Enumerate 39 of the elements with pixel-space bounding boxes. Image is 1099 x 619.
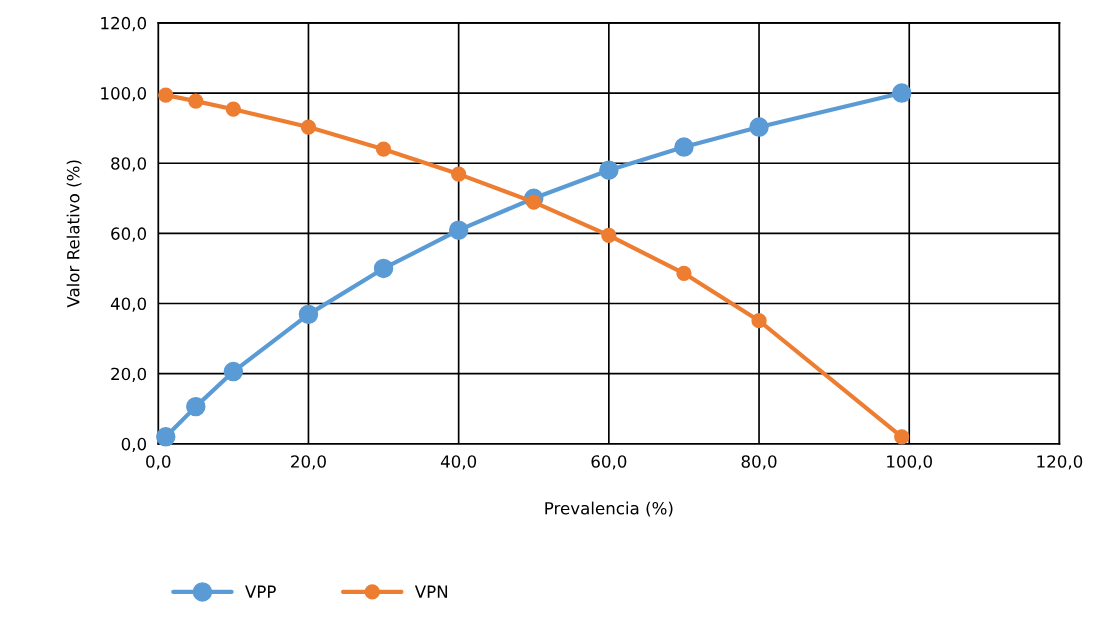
point <box>186 396 206 417</box>
point <box>526 194 542 210</box>
x-tick-label: 0,0 <box>146 455 171 470</box>
legend-label: VPN <box>414 585 448 598</box>
point <box>158 87 174 103</box>
x-tick-label: 20,0 <box>291 455 326 470</box>
x-tick-label: 100,0 <box>887 455 932 470</box>
y-axis-title: Valor Relativo (%) <box>66 160 82 308</box>
point <box>676 265 692 281</box>
y-tick-label: 100,0 <box>101 87 147 102</box>
point <box>674 137 694 157</box>
point <box>599 160 619 180</box>
y-tick-label: 60,0 <box>111 227 147 242</box>
point <box>300 119 317 135</box>
x-tick-label: 80,0 <box>741 455 777 470</box>
y-tick-label: 40,0 <box>110 297 147 312</box>
x-tick-label: 60,0 <box>591 455 627 470</box>
point <box>188 93 204 109</box>
point <box>373 258 394 279</box>
point <box>375 141 392 157</box>
point <box>298 304 319 325</box>
point <box>601 227 617 244</box>
point <box>156 427 176 447</box>
y-tick-label: 120,0 <box>101 16 147 32</box>
point <box>451 166 467 182</box>
legend-label: VPP <box>245 585 276 598</box>
x-axis-title: Prevalencia (%) <box>545 501 673 517</box>
y-tick-label: 20,0 <box>111 367 147 382</box>
point <box>749 117 769 137</box>
point <box>448 220 469 240</box>
point <box>894 429 910 445</box>
y-tick-label: 0,0 <box>121 437 147 453</box>
point <box>751 313 767 329</box>
point <box>892 83 912 103</box>
point <box>223 361 244 382</box>
x-tick-label: 40,0 <box>440 455 477 470</box>
point <box>225 101 241 117</box>
x-tick-label: 120,0 <box>1037 455 1083 470</box>
y-tick-label: 80,0 <box>111 157 147 172</box>
